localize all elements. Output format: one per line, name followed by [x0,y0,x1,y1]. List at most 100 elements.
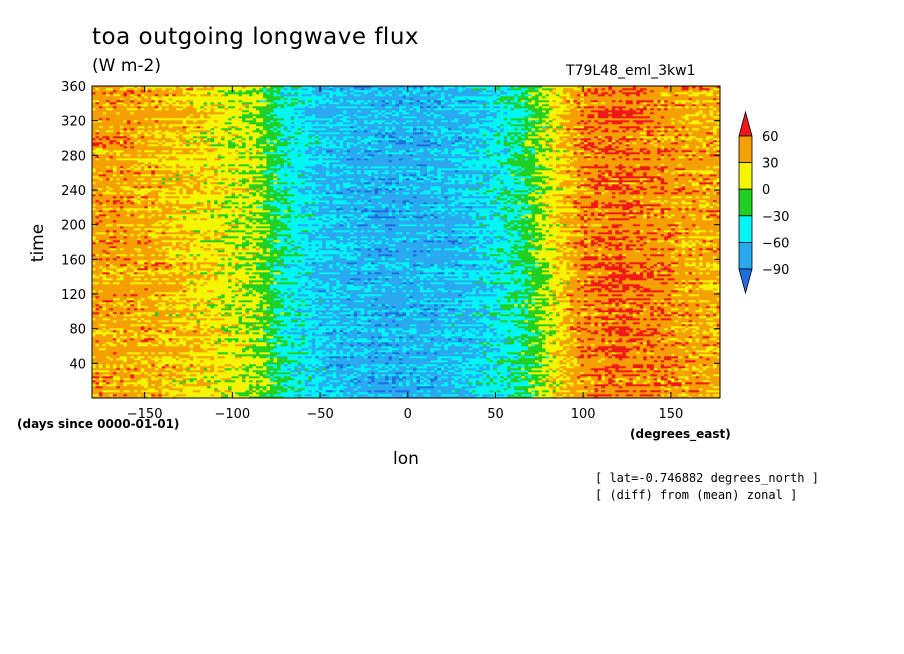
heatmap-cell [430,360,449,363]
heatmap-cell [126,360,142,363]
heatmap-cell [395,372,403,375]
heatmap-cell [102,376,114,379]
heatmap-cell [559,284,567,287]
heatmap-cell [716,332,720,335]
heatmap-cell [343,350,351,353]
heatmap-cell [186,280,190,283]
heatmap-cell [367,278,372,281]
heatmap-cell [542,394,546,397]
heatmap-cell [262,308,267,311]
heatmap-cell [395,382,400,385]
heatmap-cell [706,306,710,309]
heatmap-cell [364,344,368,347]
heatmap-cell [657,360,661,363]
heatmap-cell [528,376,532,379]
heatmap-cell [297,290,302,293]
heatmap-cell [112,366,117,369]
heatmap-cell [172,356,177,359]
heatmap-cell [671,300,675,303]
heatmap-cell [552,272,560,275]
heatmap-cell [245,340,250,343]
heatmap-cell [594,370,599,373]
heatmap-cell [664,304,668,307]
heatmap-cell [458,302,463,305]
heatmap-cell [193,380,197,383]
heatmap-cell [395,368,400,371]
heatmap-cell [430,378,438,381]
heatmap-cell [231,312,236,315]
heatmap-cell [367,304,372,307]
heatmap-cell [224,300,232,303]
heatmap-cell [458,368,463,371]
heatmap-cell [632,272,637,275]
heatmap-cell [179,312,187,315]
heatmap-cell [255,382,260,385]
heatmap-cell [580,312,588,315]
heatmap-cell [667,328,672,331]
heatmap-cell [556,308,564,311]
heatmap-cell [276,358,288,361]
heatmap-cell [542,300,546,303]
heatmap-cell [437,264,456,267]
heatmap-cell [664,370,668,373]
heatmap-cell [625,384,651,387]
heatmap-cell [489,346,529,349]
heatmap-cell [688,308,700,311]
heatmap-cell [200,264,211,267]
heatmap-cell [172,330,177,333]
heatmap-cell [116,368,121,371]
heatmap-cell [426,380,431,383]
heatmap-cell [308,390,313,393]
heatmap-cell [357,386,361,389]
heatmap-cell [378,318,396,321]
heatmap-cell [507,264,511,267]
heatmap-cell [706,264,720,267]
heatmap-cell [500,272,504,275]
heatmap-cell [465,358,487,361]
heatmap-cell [601,320,606,323]
heatmap-cell [716,344,720,347]
heatmap-cell [245,390,250,393]
heatmap-cell [440,324,452,327]
heatmap-cell [632,366,644,369]
heatmap-cell [231,262,236,265]
heatmap-cell [611,378,616,381]
heatmap-cell [493,264,504,267]
heatmap-cell [528,304,532,307]
heatmap-cell [266,368,281,371]
heatmap-cell [597,376,602,379]
heatmap-cell [500,278,511,281]
heatmap-cell [521,366,525,369]
heatmap-cell [249,386,267,389]
heatmap-cell [507,330,511,333]
heatmap-cell [245,378,271,381]
heatmap-cell [632,314,637,317]
heatmap-cell [112,308,128,311]
heatmap-cell [343,330,351,333]
heatmap-cell [133,384,138,387]
heatmap-cell [245,364,250,367]
heatmap-cell [179,358,190,361]
heatmap-cell [559,268,567,271]
heatmap-cell [339,338,347,341]
heatmap-cell [472,348,484,351]
heatmap-cell [475,288,494,291]
heatmap-cell [496,316,525,319]
heatmap-cell [193,280,229,283]
heatmap-cell [144,372,149,375]
heatmap-cell [308,294,316,297]
heatmap-cell [507,376,511,379]
heatmap-cell [374,258,382,261]
heatmap-cell [531,276,553,279]
heatmap-cell [625,320,675,323]
heatmap-cell [116,334,135,337]
heatmap-cell [440,342,445,345]
heatmap-cell [336,330,341,333]
heatmap-cell [392,332,396,335]
heatmap-cell [182,256,187,259]
heatmap-cell [339,308,344,311]
heatmap-cell [643,288,651,291]
heatmap-cell [514,306,518,309]
heatmap-cell [346,338,354,341]
heatmap-cell [461,328,470,331]
